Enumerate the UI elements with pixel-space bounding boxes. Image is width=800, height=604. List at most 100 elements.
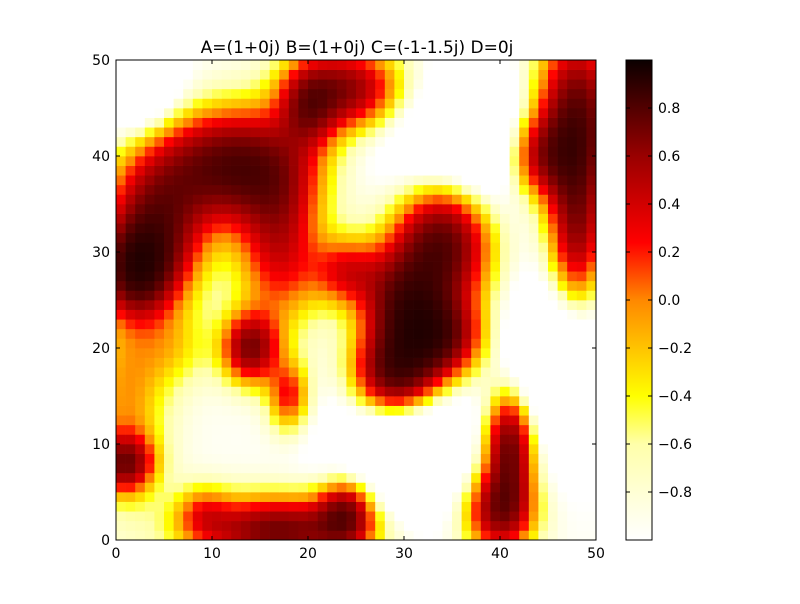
heatmap-cell [528, 252, 539, 262]
heatmap-cell [135, 280, 146, 291]
heatmap-cell [442, 88, 453, 99]
heatmap-cell [202, 194, 213, 205]
heatmap-cell [231, 223, 242, 234]
heatmap-cell [423, 357, 434, 368]
heatmap-cell [567, 184, 578, 195]
heatmap-cell [471, 472, 482, 483]
heatmap-cell [212, 156, 222, 166]
heatmap-cell [356, 194, 366, 205]
heatmap-cell [384, 232, 395, 243]
heatmap-cell [471, 511, 482, 522]
heatmap-cell [125, 242, 136, 253]
heatmap-cell [490, 280, 501, 291]
heatmap-cell [269, 156, 280, 166]
heatmap-cell [548, 242, 558, 253]
heatmap-cell [404, 136, 414, 147]
heatmap-cell [173, 530, 184, 541]
heatmap-cell [384, 60, 395, 70]
heatmap-cell [500, 396, 510, 406]
heatmap-cell [144, 232, 155, 243]
heatmap-cell [413, 280, 424, 291]
heatmap-cell [356, 242, 366, 253]
heatmap-cell [432, 223, 443, 234]
heatmap-cell [192, 127, 203, 138]
heatmap-cell [375, 175, 386, 186]
heatmap-cell [183, 511, 194, 522]
heatmap-cell [173, 376, 184, 387]
heatmap-cell [404, 405, 414, 416]
heatmap-cell [567, 117, 578, 128]
heatmap-cell [250, 472, 261, 483]
heatmap-cell [442, 184, 453, 195]
heatmap-cell [317, 434, 328, 445]
heatmap-cell [116, 175, 126, 186]
heatmap-cell [576, 367, 587, 378]
heatmap-cell [432, 108, 443, 118]
heatmap-cell [250, 271, 261, 282]
heatmap-cell [538, 367, 549, 378]
heatmap-cell [404, 280, 414, 291]
heatmap-cell [144, 309, 155, 320]
heatmap-cell [500, 271, 510, 282]
heatmap-cell [538, 156, 549, 166]
heatmap-cell [461, 367, 472, 378]
heatmap-cell [144, 242, 155, 253]
heatmap-cell [202, 367, 213, 378]
heatmap-cell [327, 175, 338, 186]
heatmap-cell [432, 309, 443, 320]
heatmap-cell [528, 357, 539, 368]
heatmap-cell [183, 501, 194, 512]
heatmap-cell [557, 415, 568, 426]
heatmap-cell [442, 194, 453, 205]
heatmap-cell [461, 520, 472, 531]
heatmap-cell [308, 271, 318, 282]
heatmap-cell [269, 501, 280, 512]
heatmap-cell [365, 492, 376, 502]
heatmap-cell [298, 444, 309, 454]
heatmap-cell [442, 386, 453, 397]
heatmap-cell [548, 108, 558, 118]
heatmap-cell [346, 232, 357, 243]
heatmap-cell [356, 424, 366, 435]
heatmap-cell [519, 434, 530, 445]
heatmap-cell [586, 213, 597, 224]
heatmap-cell [480, 492, 491, 502]
heatmap-cell [519, 376, 530, 387]
heatmap-cell [336, 290, 347, 301]
heatmap-cell [557, 204, 568, 214]
heatmap-cell [154, 79, 165, 90]
heatmap-cell [452, 156, 462, 166]
heatmap-cell [116, 453, 126, 464]
heatmap-cell [298, 108, 309, 118]
heatmap-cell [298, 184, 309, 195]
heatmap-cell [576, 127, 587, 138]
heatmap-cell [528, 309, 539, 320]
heatmap-cell [221, 127, 232, 138]
heatmap-cell [394, 405, 405, 416]
colorbar-tick-label: 0.8 [658, 101, 680, 117]
heatmap-cell [452, 165, 462, 176]
heatmap-cell [298, 261, 309, 272]
heatmap-cell [471, 367, 482, 378]
heatmap-cell [423, 405, 434, 416]
heatmap-cell [260, 338, 270, 349]
heatmap-cell [509, 146, 520, 157]
heatmap-cell [240, 290, 251, 301]
heatmap-cell [212, 444, 222, 454]
heatmap-cell [135, 60, 146, 70]
heatmap-cell [192, 501, 203, 512]
heatmap-cell [490, 127, 501, 138]
heatmap-cell [336, 280, 347, 291]
heatmap-cell [500, 184, 510, 195]
heatmap-cell [183, 338, 194, 349]
heatmap-cell [144, 405, 155, 416]
heatmap-cell [356, 463, 366, 474]
heatmap-cell [144, 319, 155, 330]
heatmap-cell [538, 69, 549, 80]
heatmap-cell [336, 252, 347, 262]
heatmap-cell [327, 146, 338, 157]
heatmap-cell [250, 88, 261, 99]
heatmap-cell [240, 223, 251, 234]
heatmap-cell [250, 108, 261, 118]
